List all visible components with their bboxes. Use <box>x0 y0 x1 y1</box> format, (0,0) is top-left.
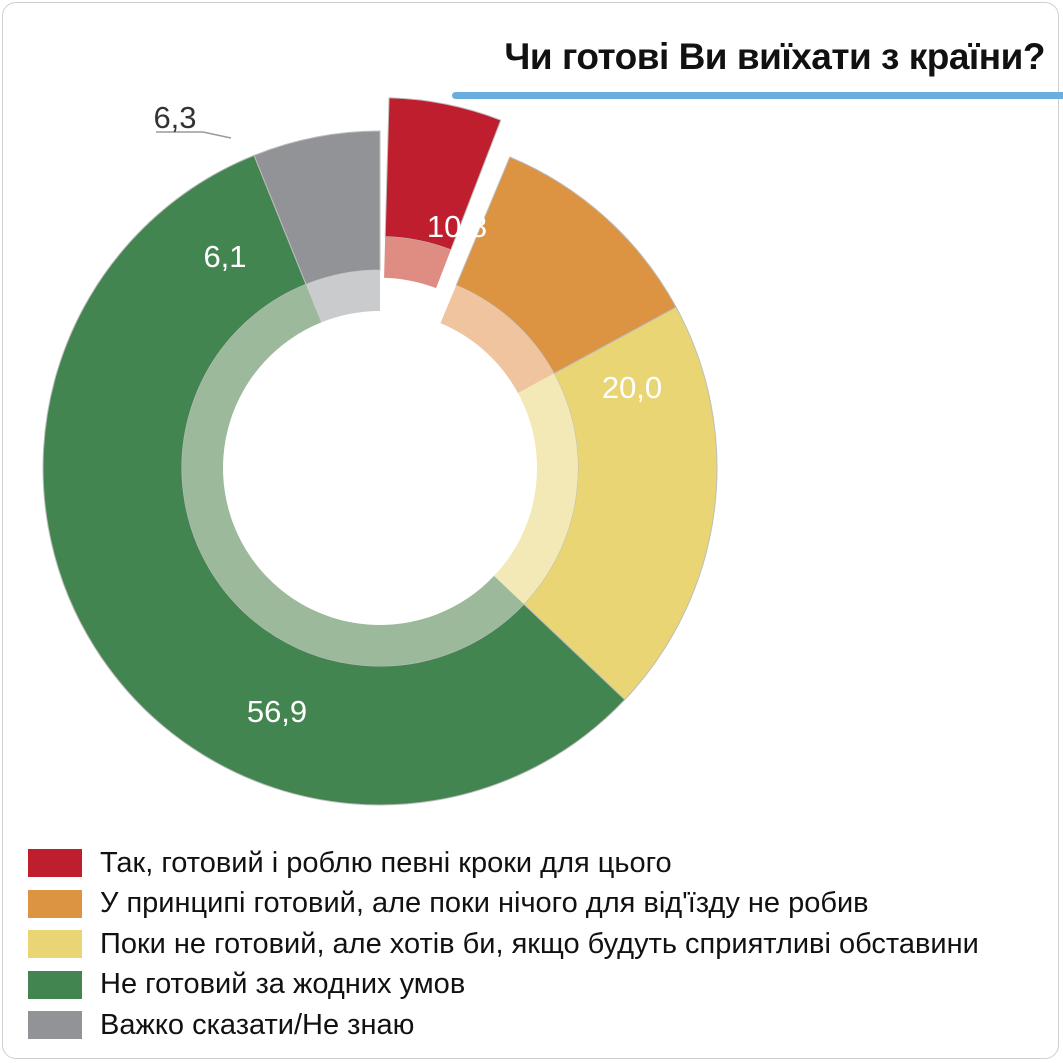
value-label-dont-know: 6,1 <box>203 239 246 274</box>
legend-swatch-in-principle <box>28 889 82 918</box>
chart-title: Чи готові Ви виїхати з країни? <box>504 36 1045 77</box>
legend-item-dont-know: Важко сказати/Не знаю <box>28 1005 979 1046</box>
slice-inner-dont-know <box>306 270 380 323</box>
label-leader-yes <box>156 131 232 139</box>
legend-label-not-yet: Поки не готовий, але хотів би, якщо буду… <box>100 927 979 960</box>
title-underline <box>452 92 1063 99</box>
slice-inner-yes <box>384 236 451 289</box>
value-label-in-principle: 10,8 <box>427 209 487 244</box>
slice-inner-never <box>181 284 524 667</box>
donut-chart: 6,3 10,8 20,0 56,9 6,1 <box>42 97 718 806</box>
slice-inner-not-yet <box>494 373 578 605</box>
legend-swatch-dont-know <box>28 1011 82 1040</box>
legend-label-dont-know: Важко сказати/Не знаю <box>100 1008 415 1041</box>
legend-item-not-yet: Поки не готовий, але хотів би, якщо буду… <box>28 924 979 965</box>
legend-swatch-yes <box>28 849 82 878</box>
legend-item-yes: Так, готовий і роблю певні кроки для цьо… <box>28 843 979 884</box>
legend-swatch-not-yet <box>28 930 82 959</box>
legend-swatch-never <box>28 970 82 999</box>
legend-item-never: Не готовий за жодних умов <box>28 965 979 1006</box>
legend-label-never: Не готовий за жодних умов <box>100 968 466 1001</box>
legend-item-in-principle: У принципі готовий, але поки нічого для … <box>28 884 979 925</box>
legend-label-yes: Так, готовий і роблю певні кроки для цьо… <box>100 846 672 879</box>
slice-inner-in-principle <box>440 285 554 394</box>
legend-label-in-principle: У принципі готовий, але поки нічого для … <box>100 887 869 920</box>
value-label-never: 56,9 <box>247 694 307 729</box>
value-label-not-yet: 20,0 <box>602 370 662 405</box>
value-label-yes: 6,3 <box>153 100 196 135</box>
legend: Так, готовий і роблю певні кроки для цьо… <box>28 843 979 1046</box>
